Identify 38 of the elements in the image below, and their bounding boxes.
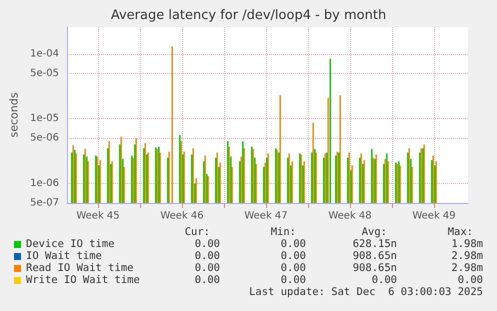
text: 0.00 bbox=[280, 274, 306, 286]
text: 0.00 bbox=[194, 262, 220, 274]
text: Last update: Sat Dec 6 03:00:03 2025 bbox=[249, 286, 483, 298]
text: 2.98m bbox=[451, 262, 483, 274]
text: 0.00 bbox=[194, 274, 220, 286]
text: 628.15n bbox=[352, 238, 397, 250]
text: Cur: bbox=[184, 226, 210, 238]
text: Max: bbox=[448, 226, 473, 238]
chart-title: Average latency for /dev/loop4 - by month bbox=[110, 8, 386, 23]
text: 2.98m bbox=[451, 250, 483, 262]
text: 0.00 bbox=[194, 250, 220, 262]
text: 0.00 bbox=[458, 274, 483, 286]
text: 908.65n bbox=[352, 262, 397, 274]
text: 1.98m bbox=[451, 238, 483, 250]
legend-label: IO Wait time bbox=[26, 250, 102, 262]
x-tick-label: Week 46 bbox=[160, 210, 204, 222]
text: 0.00 bbox=[280, 262, 306, 274]
x-tick-label: Week 48 bbox=[328, 210, 372, 222]
y-tick-label: 1e-05 bbox=[30, 113, 59, 124]
y-tick-label: 5e-05 bbox=[30, 68, 59, 79]
y-tick-label: 5e-07 bbox=[30, 198, 59, 208]
y-tick-label: 1e-06 bbox=[30, 178, 59, 189]
legend-label: Read IO Wait time bbox=[26, 262, 134, 274]
text: 0.00 bbox=[194, 238, 220, 250]
text: 908.65n bbox=[352, 250, 397, 262]
x-tick-label: Week 47 bbox=[244, 210, 288, 222]
text: 0.00 bbox=[280, 238, 306, 250]
x-tick-label: Week 49 bbox=[412, 210, 456, 222]
y-tick-label: 1e-04 bbox=[30, 48, 59, 60]
text: Min: bbox=[270, 226, 296, 238]
text: Avg: bbox=[362, 226, 387, 238]
text: 0.00 bbox=[280, 250, 306, 262]
text: 0.00 bbox=[372, 274, 397, 286]
y-tick-label: 5e-06 bbox=[30, 132, 59, 144]
x-tick-label: Week 45 bbox=[76, 210, 120, 222]
y-axis-title: seconds bbox=[7, 92, 20, 138]
legend-label: Device IO time bbox=[26, 238, 115, 250]
legend-label: Write IO Wait time bbox=[26, 274, 140, 286]
